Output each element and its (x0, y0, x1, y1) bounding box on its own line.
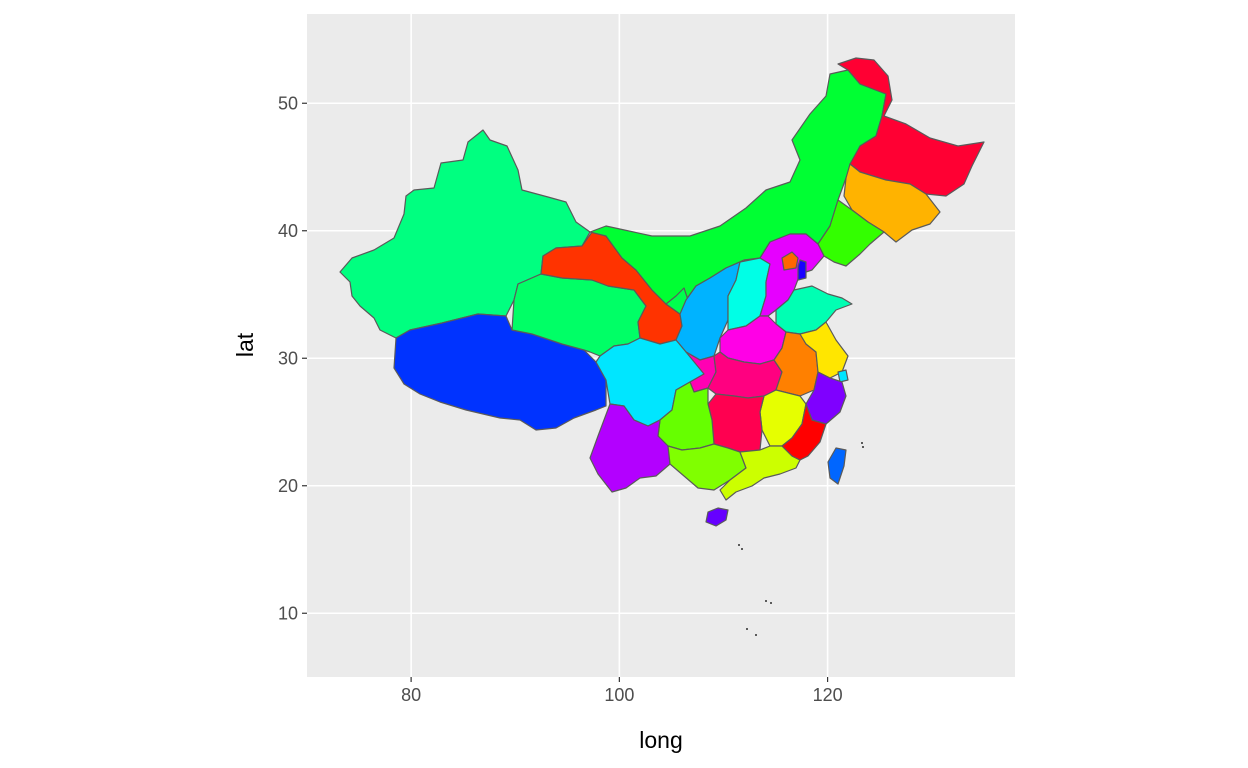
x-axis-title: long (639, 727, 682, 753)
y-tick-label-50: 50 (278, 93, 298, 113)
region-fujian (781, 403, 827, 461)
island-dot (741, 548, 743, 550)
y-tick-label-20: 20 (278, 476, 298, 496)
island-dot (765, 600, 767, 602)
y-tick-label-10: 10 (278, 603, 298, 623)
x-tick-label-80: 80 (401, 685, 421, 705)
region-guangdong (719, 445, 801, 501)
x-tick-label-120: 120 (813, 685, 843, 705)
y-tick-label-30: 30 (278, 348, 298, 368)
y-axis-title: lat (232, 332, 258, 357)
south-china-sea-islands (738, 442, 864, 636)
map-regions (339, 57, 985, 527)
island-dot (738, 544, 740, 546)
region-liaoning (817, 199, 885, 267)
island-dot (862, 446, 864, 448)
x-axis: 80 100 120 (401, 677, 843, 705)
island-dot (770, 602, 772, 604)
region-tianjin (797, 259, 807, 281)
region-hainan (705, 507, 729, 527)
region-shanghai (837, 369, 849, 383)
region-beijing (781, 251, 799, 271)
region-hunan (707, 393, 765, 453)
y-axis: 10 20 30 40 50 (278, 93, 307, 623)
region-heilongjiang (837, 57, 985, 197)
region-tibet (393, 313, 607, 431)
island-dot (861, 442, 863, 444)
region-yunnan (589, 403, 671, 493)
region-taiwan (827, 447, 847, 485)
region-jilin (843, 163, 941, 243)
y-tick-label-40: 40 (278, 221, 298, 241)
island-dot (746, 628, 748, 630)
island-dot (755, 634, 757, 636)
x-tick-label-100: 100 (604, 685, 634, 705)
